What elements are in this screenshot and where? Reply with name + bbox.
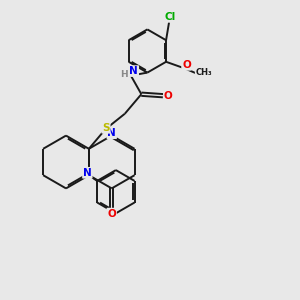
Text: O: O	[107, 208, 116, 219]
Text: H: H	[121, 70, 128, 79]
Text: S: S	[102, 123, 110, 133]
Text: O: O	[164, 91, 173, 101]
Text: N: N	[130, 66, 138, 76]
Text: CH₃: CH₃	[196, 68, 212, 77]
Text: Cl: Cl	[165, 12, 176, 22]
Text: O: O	[182, 60, 191, 70]
Text: N: N	[107, 128, 116, 138]
Text: N: N	[83, 168, 92, 178]
